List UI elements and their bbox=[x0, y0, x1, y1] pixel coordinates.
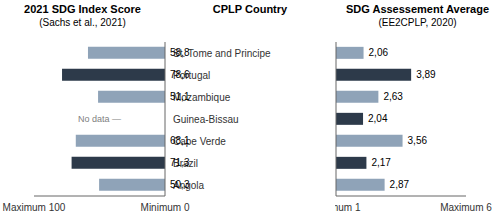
html-text:(Sachs et al., 2021): (Sachs et al., 2021) bbox=[39, 17, 126, 28]
svg-text:2,06: 2,06 bbox=[369, 47, 389, 58]
svg-text:50,3: 50,3 bbox=[170, 179, 190, 190]
svg-text:Minimum 1: Minimum 1 bbox=[335, 202, 361, 213]
svg-text:71,3: 71,3 bbox=[170, 157, 190, 168]
svg-text:78,6: 78,6 bbox=[170, 69, 190, 80]
svg-text:St. Tome and Principe: St. Tome and Principe bbox=[173, 47, 271, 59]
svg-text:Guinea-Bissau: Guinea-Bissau bbox=[173, 114, 239, 125]
svg-text:Portugal: Portugal bbox=[173, 69, 211, 81]
svg-text:Cape Verde: Cape Verde bbox=[173, 135, 226, 147]
svg-text:2,04: 2,04 bbox=[368, 113, 388, 124]
svg-text:58,8: 58,8 bbox=[170, 47, 190, 58]
html-text:CPLP Country: CPLP Country bbox=[212, 3, 288, 15]
svg-text:3,56: 3,56 bbox=[408, 135, 428, 146]
svg-text:Mozambique: Mozambique bbox=[173, 91, 231, 103]
svg-text:Minimum 0: Minimum 0 bbox=[141, 202, 190, 213]
svg-text:2,17: 2,17 bbox=[371, 157, 391, 168]
svg-text:No data —: No data — bbox=[78, 114, 121, 124]
svg-text:51,1: 51,1 bbox=[170, 91, 190, 102]
svg-text:68,1: 68,1 bbox=[170, 135, 190, 146]
svg-text:3,89: 3,89 bbox=[416, 69, 436, 80]
svg-text:Maximum 100: Maximum 100 bbox=[8, 202, 66, 213]
svg-text:2,87: 2,87 bbox=[390, 179, 410, 190]
svg-text:2,63: 2,63 bbox=[383, 91, 403, 102]
html-text:2021 SDG Index Score: 2021 SDG Index Score bbox=[24, 3, 141, 15]
svg-text:Maximum 6: Maximum 6 bbox=[440, 202, 492, 213]
html-text:SDG Assessement Average: SDG Assessement Average bbox=[346, 3, 489, 15]
html-text:(EE2CPLP, 2020): (EE2CPLP, 2020) bbox=[378, 17, 457, 28]
